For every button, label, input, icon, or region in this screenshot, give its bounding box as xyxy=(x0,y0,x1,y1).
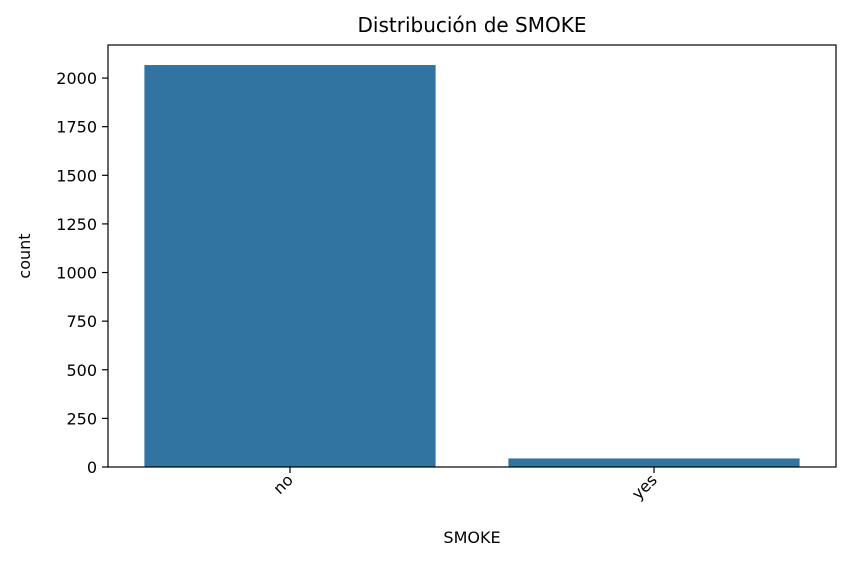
chart-title: Distribución de SMOKE xyxy=(358,13,587,37)
x-tick-label-yes: yes xyxy=(628,470,661,503)
y-tick-label: 250 xyxy=(66,409,97,428)
y-axis-label: count xyxy=(15,233,34,278)
y-tick-label: 750 xyxy=(66,312,97,331)
x-axis: no yes xyxy=(269,467,661,503)
y-tick-label: 1250 xyxy=(56,215,97,234)
bar-no xyxy=(144,65,436,467)
bar-yes xyxy=(508,458,800,467)
y-tick-label: 1500 xyxy=(56,166,97,185)
x-axis-label: SMOKE xyxy=(443,528,500,547)
y-tick-label: 1750 xyxy=(56,118,97,137)
plot-area xyxy=(144,65,800,467)
y-tick-label: 1000 xyxy=(56,264,97,283)
y-tick-label: 0 xyxy=(87,458,97,477)
y-axis: 0 250 500 750 1000 1250 1500 1750 2000 xyxy=(56,69,108,477)
x-tick-label-no: no xyxy=(269,470,297,498)
y-tick-label: 500 xyxy=(66,361,97,380)
plot-frame xyxy=(107,44,837,468)
y-tick-label: 2000 xyxy=(56,69,97,88)
